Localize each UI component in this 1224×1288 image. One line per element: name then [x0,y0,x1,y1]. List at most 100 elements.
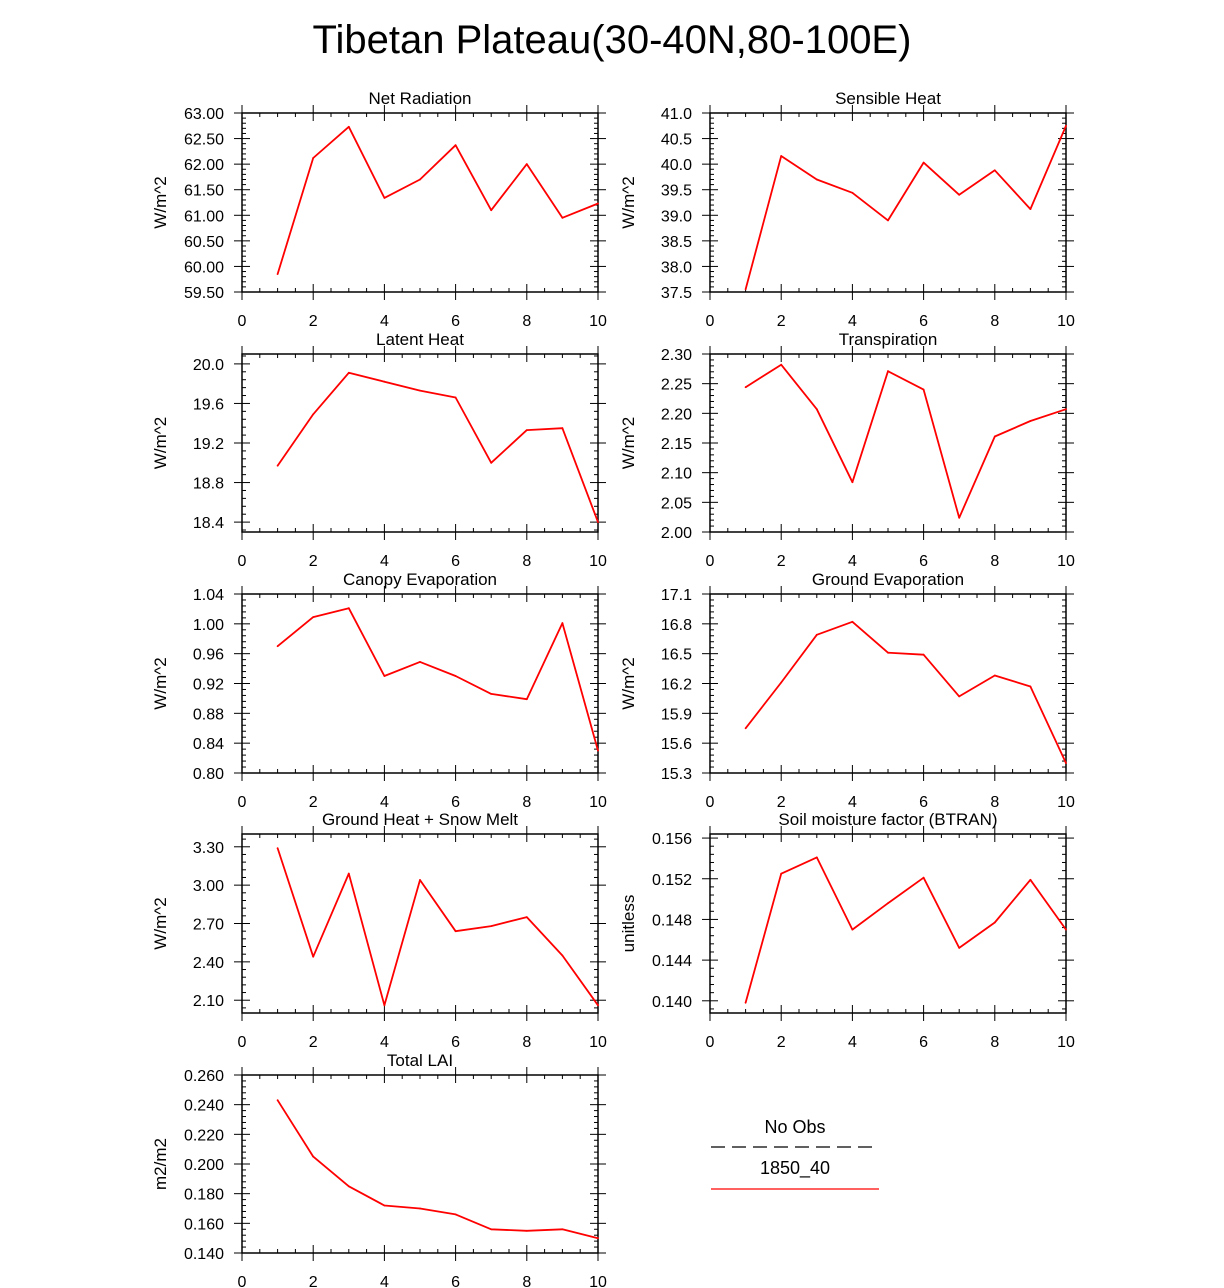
data-point [993,674,996,677]
y-tick-label: 2.05 [661,495,692,512]
data-point [815,178,818,181]
data-point [815,408,818,411]
x-tick-label: 4 [848,1034,857,1051]
data-point [922,388,925,391]
data-point [561,954,564,957]
y-tick-label: 15.3 [661,766,692,783]
x-tick-label: 2 [777,313,786,330]
x-tick-label: 6 [451,553,460,570]
data-point [276,464,279,467]
data-point [454,675,457,677]
chart-title: Ground Evaporation [812,570,964,589]
y-tick-label: 0.80 [193,766,224,783]
data-point [851,191,854,194]
x-tick-label: 2 [309,1034,318,1051]
x-tick-label: 0 [238,313,247,330]
data-point [490,693,493,695]
y-tick-label: 39.5 [661,183,692,200]
y-tick-label: 0.240 [184,1098,224,1115]
y-tick-label: 0.140 [184,1246,224,1263]
x-tick-label: 6 [451,1274,460,1288]
data-point [490,209,493,212]
x-tick-label: 4 [848,313,857,330]
y-tick-label: 0.88 [193,706,224,723]
x-tick-label: 6 [919,794,928,811]
y-tick-label: 2.15 [661,436,692,453]
chart-panel-7: Ground Heat + Snow Melt W/m^2 0 2 4 6 8 10 2.10 2… [151,810,607,1051]
x-tick-label: 8 [522,1034,531,1051]
data-point [276,847,279,849]
x-tick-label: 2 [777,553,786,570]
data-point [922,876,925,879]
data-point [525,1229,528,1232]
y-tick-label: 2.00 [661,525,692,542]
data-point [383,380,386,383]
data-point [454,1213,457,1216]
data-point [347,125,350,128]
data-point [597,521,599,523]
page-title: Tibetan Plateau(30-40N,80-100E) [312,18,912,62]
data-point [561,1228,564,1231]
y-tick-label: 41.0 [661,106,692,123]
plot-frame [241,112,599,293]
y-tick-label: 62.00 [184,157,224,174]
x-tick-label: 0 [238,1274,247,1288]
x-tick-label: 2 [777,1034,786,1051]
data-point [851,928,854,931]
y-tick-label: 0.148 [652,912,692,929]
y-tick-label: 38.5 [661,234,692,251]
series-line-1 [744,125,1067,290]
data-point [419,879,421,881]
plot-frame [241,833,599,1014]
y-tick-label: 16.8 [661,617,692,634]
y-axis-label: W/m^2 [151,176,170,228]
x-tick-label: 0 [706,794,715,811]
data-point [312,616,315,618]
data-point [561,216,564,219]
y-tick-label: 0.144 [652,953,692,970]
data-point [561,622,564,624]
data-point [993,169,996,172]
x-tick-label: 2 [309,794,318,811]
y-axis-label: unitless [619,895,638,953]
chart-panel-6: Ground Evaporation W/m^2 0 2 4 6 8 10 15.3 15.6 15… [619,570,1075,811]
chart-title: Net Radiation [368,89,471,108]
x-tick-label: 8 [522,553,531,570]
data-point [958,516,961,519]
x-tick-label: 10 [589,794,607,811]
y-tick-label: 62.50 [184,132,224,149]
y-tick-label: 0.156 [652,831,692,848]
plot-frame [709,353,1067,533]
data-point [419,661,421,663]
y-tick-label: 2.30 [661,347,692,364]
data-point [383,1204,386,1207]
y-tick-label: 2.70 [193,917,224,934]
chart-panel-9: Total LAI m2/m2 0 2 4 6 8 10 0.140 0.160 0.180 0.20… [151,1051,607,1288]
data-point [419,178,421,181]
data-point [1029,878,1032,881]
data-point [383,675,386,677]
y-tick-label: 3.30 [193,840,224,857]
chart-panel-8: Soil moisture factor (BTRAN) unitless 0 2 4 6… [619,810,1075,1051]
chart-panel-2: Sensible Heat W/m^2 0 2 4 6 8 10 37.5 38.0 38.5 39.… [619,89,1075,330]
data-point [383,197,386,199]
chart-title: Canopy Evaporation [343,570,497,589]
y-axis-label: W/m^2 [619,417,638,469]
data-point [276,645,279,648]
legend-label-no-obs: No Obs [764,1117,825,1137]
y-axis-label: W/m^2 [619,657,638,709]
x-tick-label: 8 [990,1034,999,1051]
data-point [525,163,528,166]
data-point [276,1099,279,1102]
x-tick-label: 8 [990,794,999,811]
y-tick-label: 0.220 [184,1127,224,1144]
x-tick-label: 0 [706,313,715,330]
data-point [347,872,350,875]
x-tick-label: 10 [1057,1034,1075,1051]
chart-title: Ground Heat + Snow Melt [322,810,518,829]
data-point [454,930,457,933]
x-tick-label: 10 [589,553,607,570]
plot-frame [241,593,599,774]
data-point [993,921,996,924]
